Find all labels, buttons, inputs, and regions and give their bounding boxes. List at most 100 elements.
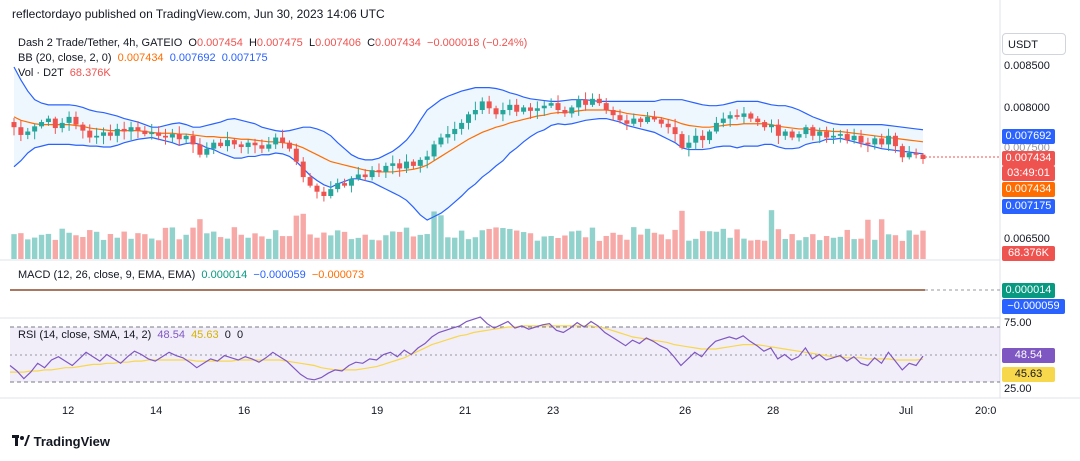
volume-bar — [314, 237, 320, 259]
macd-hist-tag: 0.000014 — [1002, 283, 1055, 298]
y-tick-label: 0.008500 — [1004, 60, 1050, 72]
candle-body — [149, 132, 155, 135]
candle-body — [59, 122, 65, 129]
volume-bar — [348, 239, 355, 259]
candle-body — [610, 110, 616, 116]
volume-bar — [197, 219, 203, 259]
volume-bar — [589, 227, 596, 259]
volume-bar — [472, 237, 479, 259]
tradingview-logo-text: TradingView — [33, 434, 110, 449]
candle-body — [775, 124, 781, 136]
candle-body — [163, 135, 168, 138]
candle-body — [479, 101, 485, 110]
volume-bar — [45, 233, 52, 259]
volume-bar — [465, 239, 472, 259]
candle-body — [707, 131, 713, 141]
volume-bar — [135, 233, 141, 259]
candle-body — [156, 132, 162, 136]
volume-bar — [341, 231, 348, 259]
candle-body — [534, 108, 540, 111]
candle-body — [583, 99, 589, 105]
candle-body — [39, 122, 45, 127]
candle-body — [569, 107, 575, 114]
candle-body — [252, 142, 258, 146]
candle-body — [431, 144, 437, 157]
volume-bar — [679, 210, 685, 259]
volume-bar — [713, 231, 720, 259]
candle-body — [472, 110, 478, 115]
rsi-tag: 48.54 — [1002, 348, 1055, 363]
x-tick-label: 19 — [371, 405, 384, 417]
candle-body — [700, 135, 706, 141]
volume-bar — [631, 227, 637, 259]
candle-body — [101, 132, 107, 136]
candle-body — [631, 118, 637, 124]
candle-body — [169, 134, 175, 138]
volume-bar — [224, 238, 231, 259]
candle-body — [713, 122, 719, 132]
candle-body — [872, 138, 878, 145]
volume-bar — [810, 234, 816, 259]
volume-bar — [107, 234, 114, 259]
rsi-extra-1: 0 — [224, 329, 231, 341]
candle-body — [286, 142, 292, 149]
volume-bar — [231, 227, 238, 259]
close-value: 0.007434 — [375, 37, 421, 49]
candle-body — [906, 153, 912, 158]
x-tick-label: 23 — [547, 405, 560, 417]
volume-bar — [266, 238, 272, 259]
candle-body — [500, 110, 506, 115]
candle-body — [830, 135, 836, 138]
volume-bar — [596, 240, 603, 259]
volume-bar — [755, 239, 761, 259]
candle-body — [121, 128, 127, 132]
candle-body — [266, 144, 272, 149]
candle-body — [576, 99, 582, 108]
volume-bar — [355, 237, 362, 259]
volume-bar — [100, 239, 107, 259]
volume-bar — [823, 236, 830, 259]
candle-body — [218, 142, 224, 147]
volume-bar — [493, 227, 499, 259]
bb-fill — [14, 67, 923, 221]
volume-bar — [603, 235, 609, 259]
volume-bar — [321, 232, 327, 259]
volume-bar — [176, 239, 182, 259]
candle-body — [589, 98, 595, 105]
volume-bar — [817, 240, 823, 259]
candle-body — [824, 131, 830, 138]
volume-bar — [878, 219, 885, 259]
currency-button[interactable]: USDT — [1002, 33, 1066, 55]
candle-body — [741, 113, 747, 117]
candle-body — [66, 116, 72, 123]
open-label: O — [188, 37, 197, 49]
candle-body — [245, 142, 251, 147]
candle-body — [913, 153, 919, 155]
candle-body — [355, 174, 361, 179]
volume-bar — [410, 236, 417, 259]
candle-body — [486, 101, 492, 109]
candle-body — [886, 135, 892, 145]
volume-bar — [658, 234, 665, 259]
candle-body — [25, 131, 31, 135]
macd-label: MACD (12, 26, close, 9, EMA, EMA) — [18, 269, 196, 281]
volume-bar — [334, 230, 341, 259]
tradingview-logo-icon — [12, 435, 30, 446]
candle-body — [32, 126, 38, 132]
volume-bar — [204, 233, 210, 259]
bb-label: BB (20, close, 2, 0) — [18, 52, 112, 64]
x-tick-label: 12 — [62, 405, 75, 417]
candle-body — [376, 170, 382, 172]
candle-body — [300, 161, 306, 178]
candle-body — [762, 122, 768, 128]
volume-bar — [507, 228, 513, 259]
volume-bar — [73, 235, 79, 259]
candle-body — [899, 146, 905, 158]
volume-bar — [858, 238, 864, 259]
candle-body — [844, 134, 850, 141]
volume-bar — [693, 238, 699, 259]
volume-bar — [796, 240, 802, 259]
volume-bar — [383, 235, 389, 259]
volume-bar — [851, 239, 857, 259]
